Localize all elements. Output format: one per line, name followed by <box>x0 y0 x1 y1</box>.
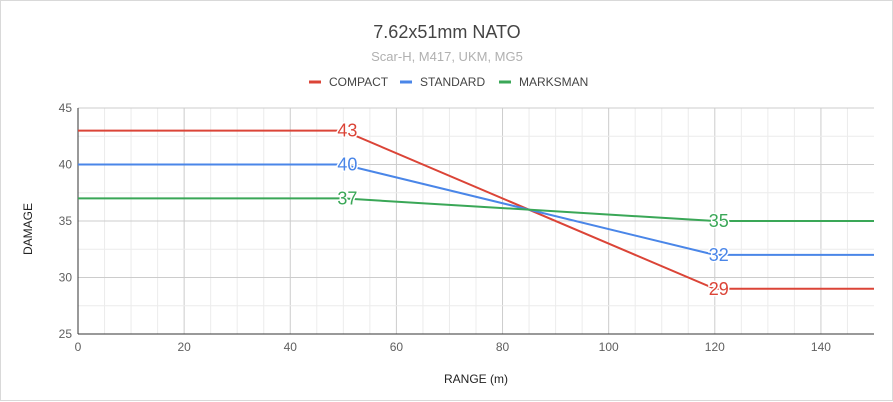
data-label: 35 <box>709 211 729 231</box>
data-label: 40 <box>337 155 357 175</box>
chart-title: 7.62x51mm NATO <box>373 22 520 42</box>
data-label: 32 <box>709 245 729 265</box>
x-tick-label: 0 <box>75 340 82 354</box>
x-axis-title: RANGE (m) <box>444 372 508 386</box>
x-tick-label: 80 <box>496 340 510 354</box>
series-group <box>78 129 874 290</box>
y-tick-label: 30 <box>59 271 73 285</box>
axes: 0 20 40 60 80 100 120 140 25 30 35 40 45 <box>59 101 874 354</box>
y-tick-label: 45 <box>59 101 73 115</box>
legend: COMPACT STANDARD MARKSMAN <box>309 75 588 89</box>
x-tick-label: 40 <box>284 340 298 354</box>
legend-item-label: MARKSMAN <box>519 75 588 89</box>
x-tick-label: 120 <box>705 340 725 354</box>
data-label: 29 <box>709 279 729 299</box>
y-tick-label: 35 <box>59 214 73 228</box>
data-labels: 43 29 40 32 37 35 <box>336 119 730 300</box>
x-tick-label: 20 <box>177 340 191 354</box>
x-tick-label: 100 <box>599 340 619 354</box>
legend-item-label: COMPACT <box>329 75 389 89</box>
chart-subtitle: Scar-H, M417, UKM, MG5 <box>371 49 523 64</box>
x-tick-label: 60 <box>390 340 404 354</box>
y-axis-title: DAMAGE <box>21 203 35 255</box>
x-tick-label: 140 <box>811 340 831 354</box>
grid <box>78 107 874 334</box>
y-tick-label: 25 <box>59 327 73 341</box>
series-line-marksman <box>78 197 874 222</box>
data-label: 43 <box>337 121 357 141</box>
data-label: 37 <box>337 188 357 208</box>
legend-item-label: STANDARD <box>420 75 485 89</box>
y-tick-label: 40 <box>59 158 73 172</box>
